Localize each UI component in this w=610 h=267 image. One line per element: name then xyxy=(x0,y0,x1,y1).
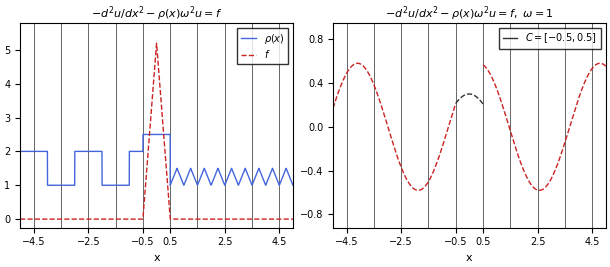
Legend: $\rho(x)$, $f$: $\rho(x)$, $f$ xyxy=(237,28,288,64)
X-axis label: x: x xyxy=(466,253,473,263)
Title: $-d^2u/dx^2-\rho(x)\omega^2u=f$: $-d^2u/dx^2-\rho(x)\omega^2u=f$ xyxy=(91,4,223,23)
Title: $-d^2u/dx^2-\rho(x)\omega^2u=f,\ \omega = 1$: $-d^2u/dx^2-\rho(x)\omega^2u=f,\ \omega … xyxy=(385,4,554,23)
X-axis label: x: x xyxy=(153,253,160,263)
Legend: $C=[-0.5,0.5]$: $C=[-0.5,0.5]$ xyxy=(499,28,601,49)
